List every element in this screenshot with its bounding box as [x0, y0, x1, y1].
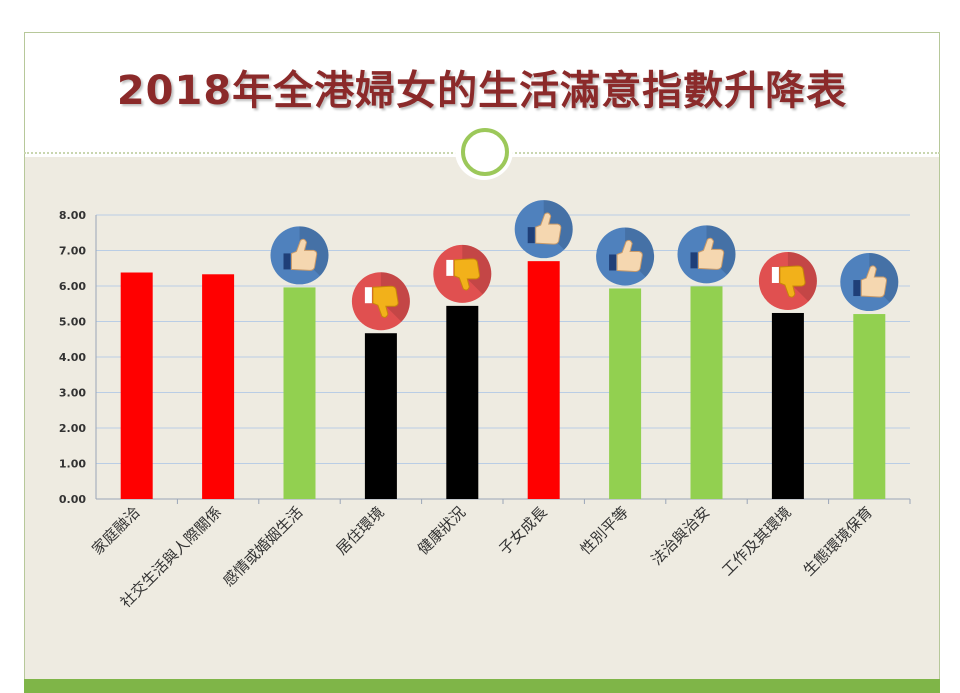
- y-tick-label: 1.00: [59, 458, 86, 471]
- category-label: 子女成長: [495, 503, 550, 558]
- bar: [202, 274, 235, 499]
- thumb-cuff: [446, 259, 454, 276]
- category-label: 性別平等: [577, 503, 632, 558]
- thumb-glyph: [364, 285, 399, 318]
- bar: [690, 286, 723, 499]
- y-tick-label: 8.00: [59, 209, 86, 222]
- thumbs-up-icon: [596, 227, 655, 286]
- thumb-hand: [535, 212, 562, 245]
- y-tick-label: 0.00: [59, 493, 86, 506]
- thumb-hand: [372, 285, 399, 318]
- category-label: 健康狀況: [414, 503, 469, 558]
- thumb-cuff: [771, 266, 779, 283]
- thumb-hand: [291, 238, 318, 271]
- bar: [364, 333, 397, 499]
- thumbs-up-icon: [514, 200, 573, 259]
- thumbs-up-icon: [270, 226, 329, 285]
- category-label: 生態環境保育: [800, 503, 876, 579]
- thumbs-up-icon: [677, 225, 736, 284]
- thumbs-down-icon: [758, 251, 817, 310]
- category-label: 法治與治安: [648, 503, 714, 569]
- thumbs-down-icon: [351, 272, 410, 331]
- thumb-hand: [616, 239, 643, 272]
- y-tick-label: 3.00: [59, 387, 86, 400]
- thumb-cuff: [853, 280, 861, 297]
- thumb-cuff: [609, 254, 617, 271]
- thumb-hand: [698, 237, 725, 270]
- y-tick-label: 5.00: [59, 316, 86, 329]
- thumb-glyph: [446, 258, 480, 291]
- thumb-cuff: [283, 253, 291, 270]
- thumb-hand: [453, 258, 480, 291]
- bar: [853, 314, 886, 499]
- category-label: 工作及其環境: [718, 503, 794, 579]
- thumb-cuff: [364, 287, 372, 304]
- thumbs-up-icon: [840, 253, 899, 312]
- thumb-glyph: [609, 239, 643, 272]
- bar: [527, 261, 560, 499]
- bar: [120, 272, 153, 499]
- thumb-hand: [779, 265, 806, 298]
- bar: [283, 287, 316, 499]
- thumbs-down-icon: [433, 244, 492, 303]
- category-label: 感情或婚姻生活: [219, 503, 306, 590]
- category-label: 家庭融洽: [88, 503, 143, 558]
- category-label: 居住環境: [333, 503, 388, 558]
- thumb-cuff: [690, 252, 698, 269]
- bar: [771, 312, 804, 499]
- y-tick-label: 6.00: [59, 280, 86, 293]
- thumb-hand: [860, 265, 887, 298]
- bar: [446, 305, 479, 499]
- y-tick-label: 4.00: [59, 351, 86, 364]
- thumb-glyph: [690, 237, 725, 270]
- thumb-glyph: [853, 265, 887, 298]
- thumb-glyph: [771, 265, 806, 298]
- thumb-glyph: [527, 212, 562, 245]
- y-tick-label: 2.00: [59, 422, 86, 435]
- ring-ornament: [461, 128, 509, 176]
- thumb-glyph: [283, 238, 318, 271]
- bar: [609, 288, 642, 499]
- thumb-cuff: [527, 227, 535, 244]
- footer-bar: [24, 679, 940, 693]
- y-tick-label: 7.00: [59, 245, 86, 258]
- chart-title: 2018年全港婦女的生活滿意指數升降表: [116, 68, 848, 114]
